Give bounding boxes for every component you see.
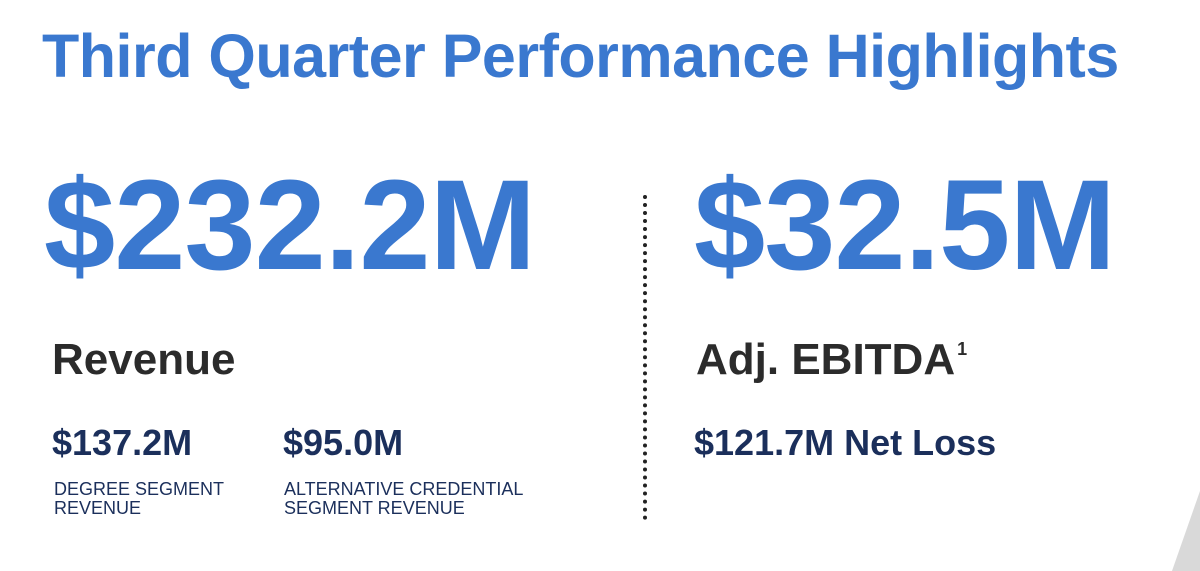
ebitda-label: Adj. EBITDA [696,335,956,384]
ebitda-label-group: Adj. EBITDA 1 [696,338,967,382]
corner-accent-shape [1172,491,1200,571]
degree-segment-value: $137.2M [52,422,193,463]
alt-credential-segment-value: $95.0M [283,422,404,463]
revenue-value: $232.2M [44,154,536,297]
alt-credential-segment-caption: ALTERNATIVE CREDENTIAL SEGMENT REVENUE [284,479,523,518]
ebitda-footnote-marker: 1 [957,339,968,359]
revenue-label: Revenue [52,335,236,384]
dotted-divider [643,195,647,520]
page-title: Third Quarter Performance Highlights [42,22,1119,90]
net-loss-value: $121.7M Net Loss [694,422,997,463]
degree-segment-caption: DEGREE SEGMENT REVENUE [54,479,224,518]
ebitda-value: $32.5M [694,154,1116,297]
